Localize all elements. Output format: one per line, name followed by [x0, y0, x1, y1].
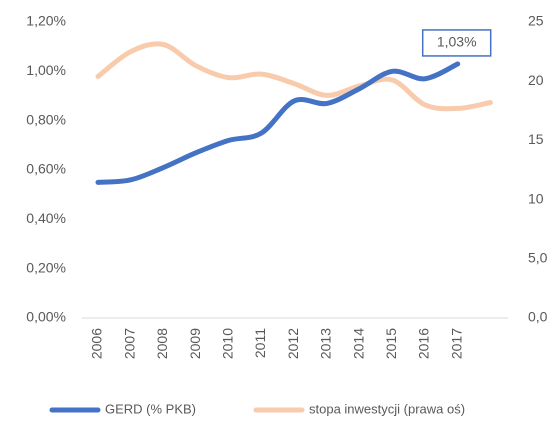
- y-tick-label: 0,80%: [26, 111, 66, 127]
- series-line: [95, 61, 461, 185]
- x-tick-label: 2007: [121, 328, 137, 359]
- y-tick-label: 1,00%: [26, 62, 66, 78]
- y-tick-label: 0,40%: [26, 210, 66, 226]
- legend-label: GERD (% PKB): [105, 401, 196, 416]
- y-tick-label: 0,00%: [26, 309, 66, 325]
- y-tick-label: 0,60%: [26, 161, 66, 177]
- x-tick-label: 2012: [285, 328, 301, 359]
- x-tick-label: 2014: [350, 328, 366, 359]
- x-tick-label: 2017: [448, 328, 464, 359]
- legend-label: stopa inwestycji (prawa oś): [309, 401, 465, 416]
- y-tick-label: 0,20%: [26, 259, 66, 275]
- x-tick-label: 2006: [89, 328, 105, 359]
- x-tick-label: 2016: [416, 328, 432, 359]
- series-line: [95, 41, 493, 112]
- y2-tick-label: 15: [528, 131, 544, 147]
- x-tick-label: 2009: [187, 328, 203, 359]
- y2-tick-label: 0,0: [528, 309, 548, 325]
- annotation-box: [421, 29, 492, 57]
- x-tick-label: 2011: [252, 328, 268, 358]
- x-tick-label: 2013: [318, 328, 334, 359]
- y2-tick-label: 5,0: [528, 250, 548, 266]
- x-tick-label: 2008: [154, 328, 170, 359]
- x-tick-label: 2015: [383, 328, 399, 359]
- y2-tick-label: 25: [528, 13, 544, 29]
- y2-tick-label: 10: [528, 190, 544, 206]
- data-label: 1,03%: [437, 34, 477, 50]
- y-tick-label: 1,20%: [26, 13, 66, 29]
- x-tick-label: 2010: [220, 328, 236, 359]
- y2-tick-label: 20: [528, 72, 544, 88]
